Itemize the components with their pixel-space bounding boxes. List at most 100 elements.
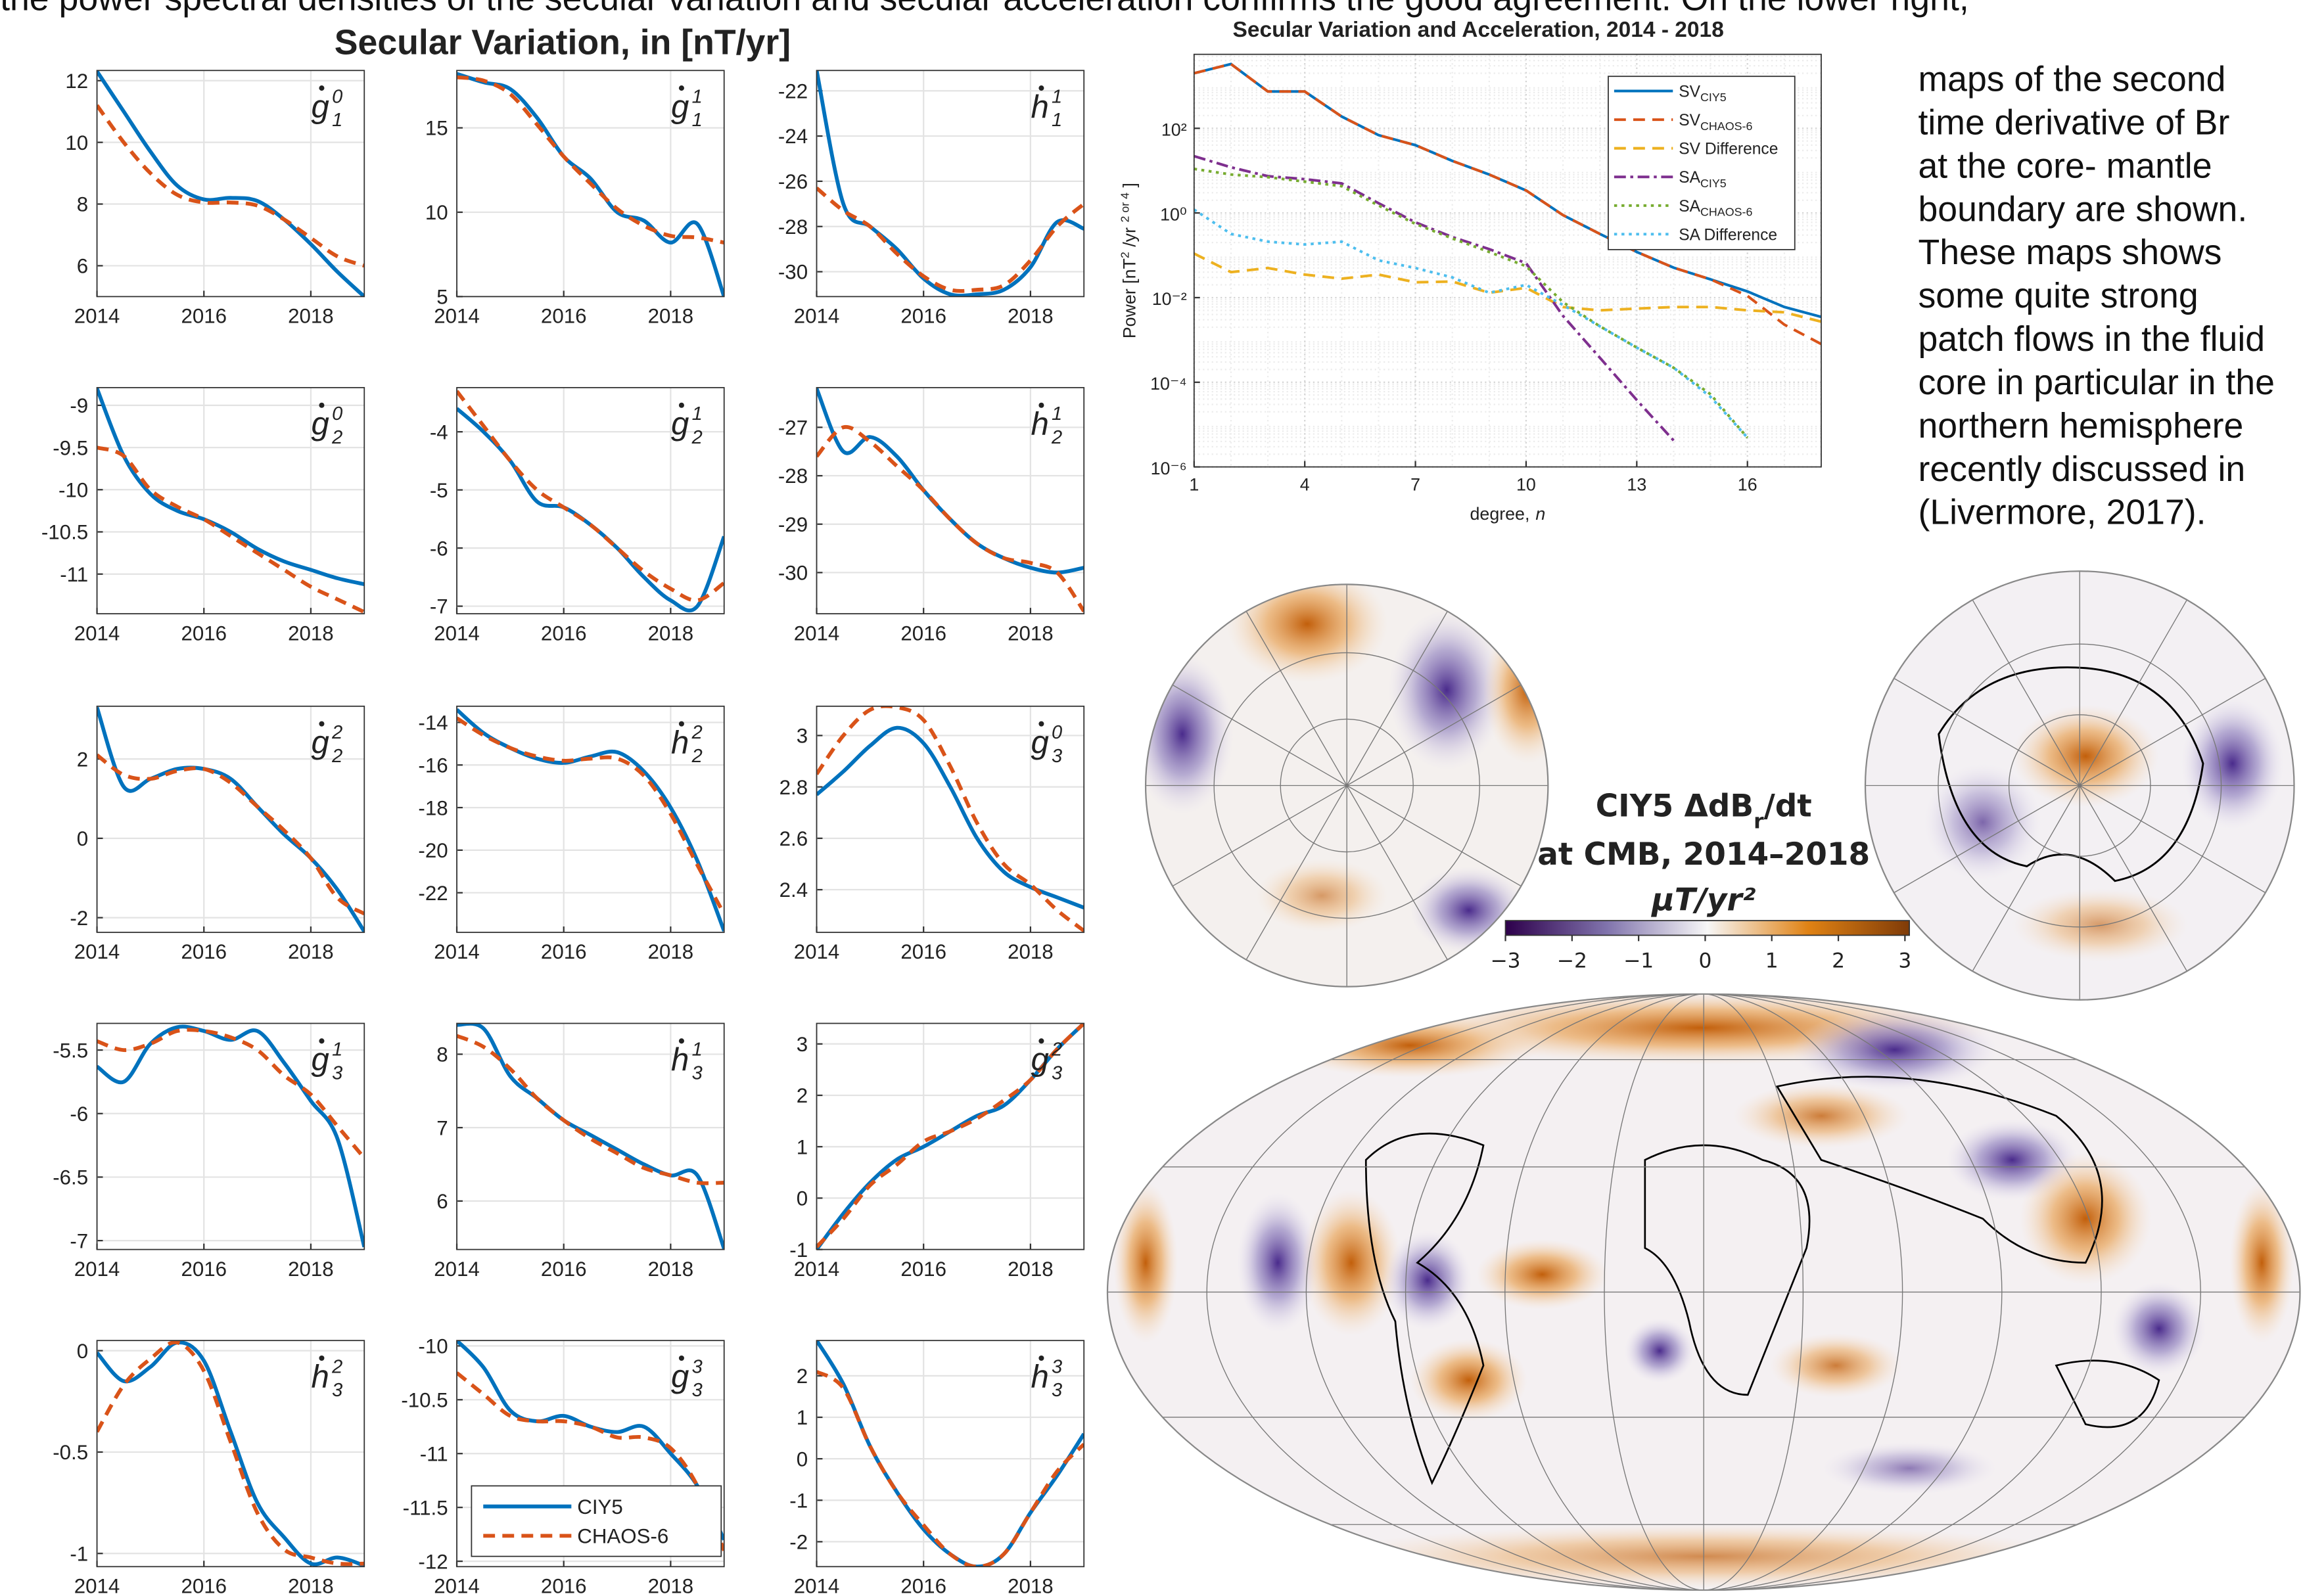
coef-sub: 3 [692, 1062, 703, 1083]
y-tick-label: 7 [436, 1116, 448, 1139]
legend-label: SVCIY5 [1679, 83, 1727, 104]
y-tick-label: -1 [70, 1542, 88, 1565]
x-tick-label: 2016 [900, 622, 946, 645]
y-tick-label: 0 [797, 1448, 808, 1471]
paragraph-line: at the core- mantle [1918, 146, 2212, 185]
x-tick-label: 2016 [900, 940, 946, 963]
coef-symbol: h [1031, 1359, 1048, 1395]
paragraph-line: maps of the second [1918, 60, 2225, 99]
coef-dot [678, 1355, 684, 1361]
paragraph-line: boundary are shown. [1918, 189, 2247, 229]
x-tick-label: 2016 [541, 1575, 587, 1596]
coef-dot [678, 402, 684, 408]
y-tick-label: -7 [70, 1229, 88, 1252]
coef-symbol: g [671, 1359, 689, 1395]
x-tick-label: 2014 [74, 305, 120, 328]
y-tick-label: -1 [789, 1239, 808, 1262]
x-tick-label: 2016 [900, 305, 946, 328]
axes-box [456, 1340, 725, 1568]
meridian [2079, 785, 2266, 894]
y-tick-label: -11 [60, 563, 88, 586]
x-tick-label: 2016 [900, 1258, 946, 1281]
x-tick-label: 2018 [1008, 940, 1054, 963]
colorbar-tick-label: −2 [1557, 949, 1587, 973]
x-tick-label: 2014 [74, 940, 120, 963]
y-tick-label: -30 [778, 562, 808, 585]
coef-dot [678, 1038, 684, 1044]
series-line [97, 753, 365, 916]
meridian [2079, 785, 2187, 972]
coef-symbol: g [312, 724, 329, 760]
coef-sub: 3 [332, 1062, 342, 1083]
x-tick-label: 2014 [434, 940, 480, 963]
y-tick-label: -1 [789, 1489, 808, 1512]
series-line [457, 1340, 724, 1541]
x-tick-label: 2018 [1008, 305, 1054, 328]
legend-label: SVCHAOS-6 [1679, 112, 1752, 133]
y-tick-label: -12 [418, 1550, 448, 1573]
log-line-chart: Secular Variation and Acceleration, 2014… [1118, 18, 1823, 524]
line-chart: 2 1 0 -1 -2 2014 2016 2018 h 3 3 [789, 1340, 1085, 1596]
plot-area [816, 70, 1084, 297]
plot-area [97, 70, 365, 297]
y-tick-label: -6 [70, 1103, 88, 1126]
series-line [816, 1369, 1084, 1567]
x-tick-label: 2014 [794, 1575, 840, 1596]
coef-dot [678, 85, 684, 91]
coef-symbol: h [671, 1041, 689, 1078]
x-tick-label: 2016 [900, 1575, 946, 1596]
legend-name-sub: CHAOS-6 [1700, 205, 1752, 218]
axes-box [816, 387, 1085, 614]
y-tick-label: -28 [778, 465, 808, 488]
x-tick-label: 2016 [541, 622, 587, 645]
meridian [1346, 785, 1522, 887]
x-tick-label: 4 [1300, 474, 1310, 494]
coef-symbol: g [1031, 1041, 1048, 1078]
meridian [1346, 611, 1448, 786]
axes-box [456, 1022, 725, 1250]
paragraph-line: (Livermore, 2017). [1918, 493, 2206, 532]
line-chart: -5.5 -6 -6.5 -7 2014 2016 2018 g 13 [53, 1022, 365, 1281]
coef-sup: 2 [1051, 1039, 1062, 1060]
x-tick-label: 10 [1516, 474, 1536, 494]
meridian [1346, 684, 1522, 787]
coef-sup: 1 [692, 1039, 703, 1060]
x-tick-label: 2018 [648, 305, 694, 328]
line-chart: -4 -5 -6 -7 2014 2016 2018 g 1 2 [430, 387, 725, 645]
y-tick-label: 3 [797, 1033, 808, 1056]
coef-sup: 1 [1052, 403, 1062, 424]
axes-box [816, 705, 1085, 933]
axes-box [816, 1340, 1085, 1568]
paragraph-line: These maps shows [1918, 233, 2222, 272]
series-line [97, 388, 365, 586]
y-label-part: ] [1119, 183, 1139, 193]
coef-symbol: h [1031, 89, 1048, 125]
y-tick-label: -5.5 [53, 1039, 88, 1062]
meridian [1172, 785, 1347, 887]
series-line [457, 1023, 724, 1250]
map-outline [1106, 993, 2301, 1591]
y-tick-label: -16 [418, 754, 448, 777]
series-line [457, 72, 724, 297]
colorbar [1504, 920, 1910, 936]
paragraph-line: time derivative of Br [1918, 103, 2229, 142]
y-tick-label: 2 [797, 1365, 808, 1388]
y-tick-label: -24 [778, 125, 808, 148]
series-line [816, 424, 1084, 613]
y-tick-label: 0 [77, 1340, 88, 1363]
coef-sub: 1 [1052, 110, 1062, 131]
y-tick-label: 3 [797, 725, 808, 748]
coef-sup: 1 [692, 86, 703, 107]
plot-area [816, 1340, 1084, 1567]
coef-sup: 2 [331, 1356, 342, 1377]
x-tick-label: 2018 [648, 940, 694, 963]
panel-title: Secular Variation, in [nT/yr] [335, 23, 791, 62]
plot-area [97, 387, 365, 614]
legend-name-sub: CIY5 [1700, 177, 1727, 190]
y-tick-label: 1 [797, 1406, 808, 1429]
y-tick-label: 6 [77, 255, 88, 278]
series-line [1194, 168, 1749, 439]
y-tick-label: 10⁻⁶ [1151, 459, 1187, 478]
